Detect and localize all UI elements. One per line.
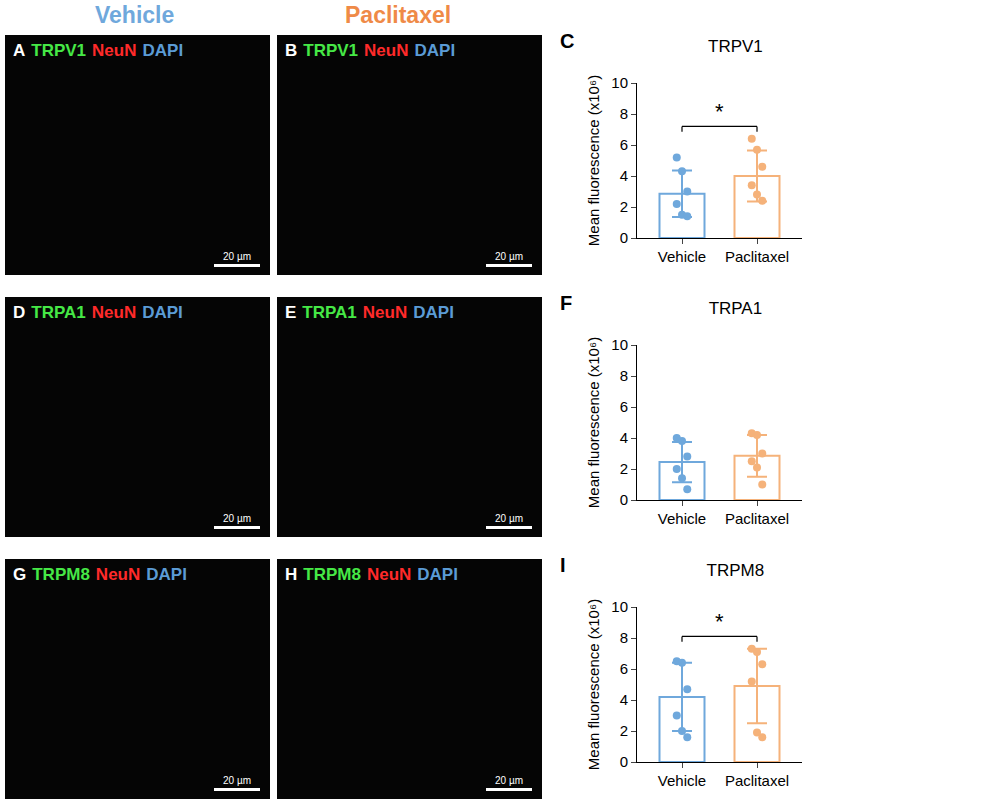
svg-text:Vehicle: Vehicle (658, 772, 706, 789)
html-text:20 µm: 20 µm (223, 513, 251, 524)
svg-text:Mean fluorescence (x10⁶): Mean fluorescence (x10⁶) (585, 75, 602, 246)
html-text:G TRPM8 NeuN DAPI: G TRPM8 NeuN DAPI (13, 565, 187, 584)
html-text:A TRPV1 NeuN DAPI: A TRPV1 NeuN DAPI (13, 41, 184, 60)
html-text:20 µm: 20 µm (495, 251, 523, 262)
svg-text:*: * (715, 609, 724, 634)
html-text:Vehicle: Vehicle (95, 2, 175, 28)
svg-text:*: * (715, 99, 724, 124)
svg-text:4: 4 (620, 691, 628, 708)
svg-text:8: 8 (620, 629, 628, 646)
svg-text:10: 10 (611, 74, 628, 91)
svg-text:6: 6 (620, 136, 628, 153)
html-text:I: I (560, 554, 566, 576)
svg-text:Mean fluorescence (x10⁶): Mean fluorescence (x10⁶) (585, 337, 602, 508)
svg-text:2: 2 (620, 460, 628, 477)
svg-text:2: 2 (620, 722, 628, 739)
html-text:C: C (560, 30, 575, 52)
html-text:D TRPA1 NeuN DAPI: D TRPA1 NeuN DAPI (13, 303, 183, 322)
svg-text:TRPA1: TRPA1 (709, 299, 763, 318)
svg-text:4: 4 (620, 167, 628, 184)
html-text:20 µm: 20 µm (223, 251, 251, 262)
html-text:B TRPV1 NeuN DAPI: B TRPV1 NeuN DAPI (285, 41, 456, 60)
html-text:20 µm: 20 µm (223, 775, 251, 786)
html-text:H TRPM8 NeuN DAPI: H TRPM8 NeuN DAPI (285, 565, 458, 584)
html-text:E TRPA1 NeuN DAPI: E TRPA1 NeuN DAPI (285, 303, 454, 322)
svg-text:10: 10 (611, 336, 628, 353)
svg-text:10: 10 (611, 598, 628, 615)
svg-text:0: 0 (620, 753, 628, 770)
svg-text:2: 2 (620, 198, 628, 215)
svg-text:6: 6 (620, 398, 628, 415)
svg-text:Vehicle: Vehicle (658, 248, 706, 265)
svg-text:Paclitaxel: Paclitaxel (725, 772, 789, 789)
svg-text:TRPV1: TRPV1 (708, 37, 763, 56)
svg-text:TRPM8: TRPM8 (707, 561, 765, 580)
html-text:20 µm: 20 µm (495, 775, 523, 786)
svg-text:0: 0 (620, 229, 628, 246)
html-text:F: F (560, 292, 573, 314)
svg-text:6: 6 (620, 660, 628, 677)
svg-text:8: 8 (620, 105, 628, 122)
svg-text:8: 8 (620, 367, 628, 384)
html-text:20 µm: 20 µm (495, 513, 523, 524)
svg-text:Mean fluorescence (x10⁶): Mean fluorescence (x10⁶) (585, 599, 602, 770)
svg-text:0: 0 (620, 491, 628, 508)
svg-text:Paclitaxel: Paclitaxel (725, 510, 789, 527)
svg-text:Vehicle: Vehicle (658, 510, 706, 527)
svg-text:Paclitaxel: Paclitaxel (725, 248, 789, 265)
html-text:Paclitaxel: Paclitaxel (345, 2, 452, 28)
svg-text:4: 4 (620, 429, 628, 446)
